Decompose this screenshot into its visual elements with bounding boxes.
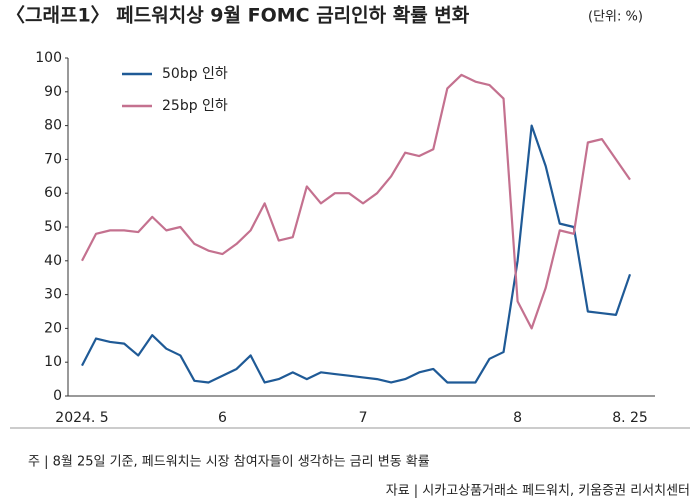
y-tick-label: 70 <box>44 151 62 167</box>
y-tick-label: 100 <box>35 50 62 66</box>
y-tick-label: 0 <box>53 388 62 404</box>
y-tick-label: 20 <box>44 320 62 336</box>
y-tick-label: 10 <box>44 354 62 370</box>
source: 자료 | 시카고상품거래소 페드워치, 키움증권 리서치센터 <box>386 484 690 499</box>
y-tick-label: 60 <box>44 185 62 201</box>
series-line <box>81 73 631 330</box>
x-tick-label: 8 <box>513 410 522 426</box>
series-line <box>81 124 632 384</box>
legend-label: 50bp 인하 <box>162 66 228 82</box>
chart-title: 〈그래프1〉 페드워치상 9월 FOMC 금리인하 확률 변화 <box>6 4 470 27</box>
y-tick-label: 50 <box>44 219 62 235</box>
note: 주 | 8월 25일 기준, 페드워치는 시장 참여자들이 생각하는 금리 변동… <box>28 455 430 470</box>
x-tick-label: 2024. 5 <box>55 410 108 426</box>
y-tick-label: 40 <box>44 253 62 269</box>
x-tick-label: 6 <box>218 410 227 426</box>
legend-label: 25bp 인하 <box>162 98 228 114</box>
x-tick-label: 7 <box>359 410 368 426</box>
chart-subtitle: (단위: %) <box>588 10 643 25</box>
y-tick-label: 80 <box>44 118 62 134</box>
x-tick-label: 8. 25 <box>612 410 648 426</box>
y-tick-label: 90 <box>44 84 62 100</box>
y-tick-label: 30 <box>44 287 62 303</box>
